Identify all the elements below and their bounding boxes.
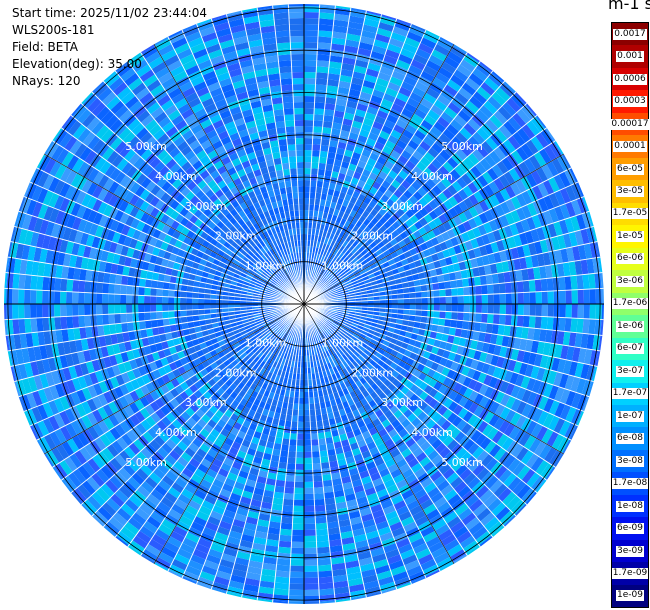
scan-rays [4, 4, 604, 604]
colorbar-tick-label: 1e-06 [616, 320, 644, 332]
colorbar-tick-label: 6e-06 [616, 253, 644, 265]
colorbar-cell: 3e-07 [612, 360, 648, 383]
colorbar-tick-label: 0.0003 [613, 96, 647, 108]
colorbar-tick-label: 3e-08 [616, 455, 644, 467]
colorbar-cell: 3e-09 [612, 539, 648, 563]
colorbar-tick-label: 6e-08 [616, 433, 644, 445]
colorbar-tick-label: 6e-05 [616, 163, 644, 175]
colorbar-cell: 6e-07 [612, 337, 648, 361]
colorbar-units-label: m-1 sr-1 [608, 0, 650, 13]
range-ring-label: 4.00km [411, 426, 453, 439]
colorbar-cell: 0.0003 [612, 90, 648, 113]
colorbar-cell: 1e-07 [612, 404, 648, 428]
range-ring-label: 4.00km [155, 426, 197, 439]
colorbar-cell: 3e-08 [612, 449, 648, 473]
range-ring-label: 1.00km [322, 336, 364, 349]
colorbar-cell: 1.7e-07 [611, 382, 649, 405]
ppi-scan-display: 1.00km 1.00km 1.00km 1.00km 2.00km 2.00km 2.00… [4, 4, 604, 604]
start-time-text: Start time: 2025/11/02 23:44:04 [12, 6, 207, 20]
colorbar-cell: 0.001 [612, 45, 648, 68]
colorbar-cell: 3e-06 [612, 270, 648, 293]
colorbar-tick-label: 1e-09 [616, 590, 644, 602]
colorbar-tick-label: 1.7e-07 [611, 388, 649, 400]
colorbar-tick-label: 6e-09 [616, 523, 644, 535]
elevation-text: Elevation(deg): 35.00 [12, 57, 142, 71]
colorbar-tick-label: 3e-06 [616, 275, 644, 287]
colorbar-tick-label: 1.7e-08 [611, 478, 649, 490]
range-ring-label: 5.00km [125, 456, 167, 469]
colorbar-tick-label: 1e-07 [616, 410, 644, 422]
colorbar-cell: 3e-05 [612, 180, 648, 203]
colorbar-cell: 6e-05 [612, 157, 648, 181]
range-ring-label: 5.00km [125, 140, 167, 153]
range-ring-label: 3.00km [381, 200, 423, 213]
range-ring-label: 3.00km [185, 200, 227, 213]
instrument-name-text: WLS200s-181 [12, 23, 95, 37]
colorbar-cell: 0.0017 [612, 23, 648, 46]
colorbar-tick-label: 1.7e-09 [611, 567, 649, 579]
range-ring-label: 5.00km [441, 456, 483, 469]
range-ring-label: 2.00km [215, 230, 257, 243]
colorbar-tick-label: 0.0017 [613, 28, 647, 40]
colorbar-cell: 6e-08 [612, 427, 648, 450]
field-text: Field: BETA [12, 40, 78, 54]
range-ring-label: 1.00km [245, 336, 287, 349]
colorbar: 0.0017 0.001 0.0006 0.0003 0.00017 0.0001 6e-0… [610, 22, 650, 608]
colorbar-cell: 1e-06 [612, 315, 648, 338]
colorbar-tick-label: 0.0001 [613, 141, 647, 153]
range-ring-label: 2.00km [215, 366, 257, 379]
colorbar-tick-label: 0.001 [616, 51, 644, 63]
colorbar-tick-label: 0.0006 [613, 73, 647, 85]
range-ring-label: 2.00km [352, 230, 394, 243]
colorbar-cell: 1.7e-06 [611, 292, 649, 316]
colorbar-tick-label: 1.7e-05 [611, 208, 649, 220]
colorbar-tick-label: 1e-05 [616, 230, 644, 242]
colorbar-tick-label: 1.7e-06 [611, 298, 649, 310]
range-ring-labels: 1.00km 1.00km 1.00km 1.00km 2.00km 2.00km 2.00… [125, 140, 483, 469]
scan-info-panel: Start time: 2025/11/02 23:44:04 WLS200s-… [12, 5, 207, 90]
range-rings [4, 4, 604, 604]
colorbar-cell: 0.00017 [610, 112, 650, 136]
range-ring-label: 4.00km [411, 170, 453, 183]
range-ring-label: 3.00km [381, 396, 423, 409]
nrays-text: NRays: 120 [12, 74, 81, 88]
colorbar-cell: 6e-06 [612, 247, 648, 271]
colorbar-cell: 1.7e-08 [611, 472, 649, 495]
colorbar-cell: 1.7e-09 [611, 562, 649, 585]
range-ring-label: 1.00km [245, 260, 287, 273]
range-ring-label: 2.00km [352, 366, 394, 379]
colorbar-cell: 0.0006 [612, 67, 648, 91]
colorbar-cell: 6e-09 [612, 517, 648, 540]
range-ring-label: 3.00km [185, 396, 227, 409]
colorbar-cell: 1e-09 [612, 584, 648, 608]
colorbar-tick-label: 1e-08 [616, 500, 644, 512]
colorbar-cell: 1e-08 [612, 494, 648, 518]
colorbar-tick-label: 3e-07 [616, 365, 644, 377]
range-ring-label: 1.00km [322, 260, 364, 273]
colorbar-tick-label: 0.00017 [610, 118, 650, 130]
colorbar-cell: 1.7e-05 [611, 202, 649, 226]
colorbar-tick-label: 6e-07 [616, 343, 644, 355]
colorbar-cell: 0.0001 [612, 135, 648, 158]
range-ring-label: 5.00km [441, 140, 483, 153]
colorbar-cell: 1e-05 [612, 225, 648, 248]
colorbar-tick-label: 3e-09 [616, 545, 644, 557]
colorbar-tick-label: 3e-05 [616, 186, 644, 198]
range-ring-label: 4.00km [155, 170, 197, 183]
